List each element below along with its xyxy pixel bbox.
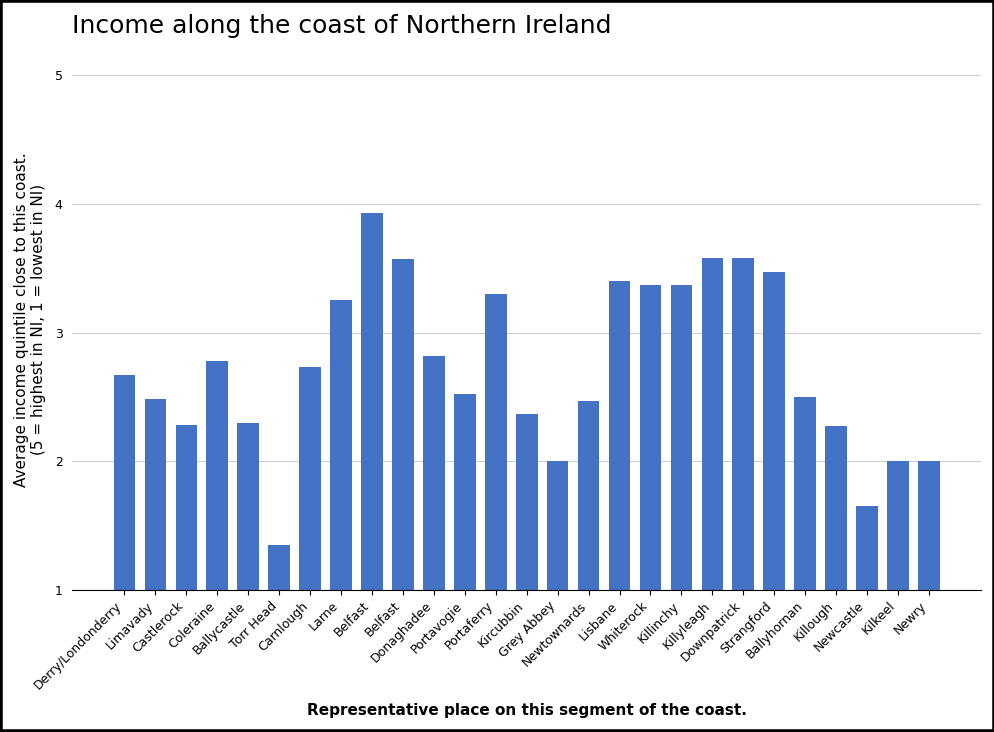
Bar <box>330 300 352 590</box>
Bar <box>762 272 784 590</box>
Bar <box>639 285 661 590</box>
Bar <box>515 414 537 590</box>
Bar <box>484 294 506 590</box>
Bar <box>578 400 598 590</box>
Bar <box>732 258 753 590</box>
X-axis label: Representative place on this segment of the coast.: Representative place on this segment of … <box>306 703 746 718</box>
Bar <box>917 461 939 590</box>
Bar <box>887 461 908 590</box>
Bar <box>361 213 383 590</box>
Bar <box>238 422 258 590</box>
Text: Income along the coast of Northern Ireland: Income along the coast of Northern Irela… <box>73 14 611 38</box>
Bar <box>701 258 723 590</box>
Bar <box>392 259 414 590</box>
Y-axis label: Average income quintile close to this coast.
(5 = highest in NI, 1 = lowest in N: Average income quintile close to this co… <box>14 152 47 487</box>
Bar <box>824 427 846 590</box>
Bar <box>144 400 166 590</box>
Bar <box>268 545 289 590</box>
Bar <box>175 425 197 590</box>
Bar <box>856 506 877 590</box>
Bar <box>299 367 321 590</box>
Bar <box>670 285 692 590</box>
Bar <box>547 461 568 590</box>
Bar <box>793 397 815 590</box>
Bar <box>113 375 135 590</box>
Bar <box>453 395 475 590</box>
Bar <box>422 356 444 590</box>
Bar <box>207 361 228 590</box>
Bar <box>608 281 630 590</box>
